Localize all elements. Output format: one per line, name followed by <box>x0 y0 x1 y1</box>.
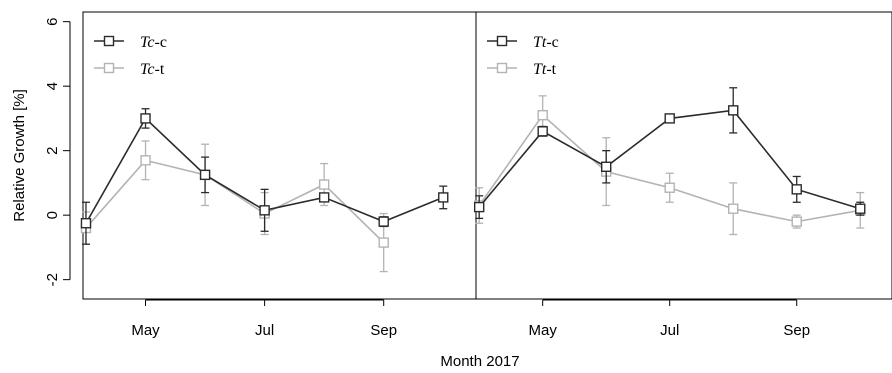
legend-label: Tt-t <box>533 61 557 78</box>
legend-label: Tc-t <box>140 61 165 78</box>
axes-layer: -2 0 2 4 6 Relative Growth [%] Month 2017 May Ju… <box>11 11 892 370</box>
legend-label: Tc-c <box>140 34 167 51</box>
data-point <box>318 192 330 203</box>
data-point <box>378 216 389 227</box>
data-point <box>318 179 330 190</box>
data-point <box>199 169 211 181</box>
x-axis-title: Month 2017 <box>440 353 519 370</box>
data-point <box>791 216 802 227</box>
series-line <box>85 159 385 244</box>
y-axis-title: Relative Growth [%] <box>11 89 28 222</box>
legend-marker <box>103 35 115 47</box>
y-tick-label: 2 <box>44 146 61 154</box>
data-point <box>728 105 739 116</box>
y-tick-label: 0 <box>44 211 61 219</box>
data-point <box>140 155 151 166</box>
data-point <box>537 109 548 121</box>
data-point <box>140 113 151 124</box>
x-tick-label: Sep <box>370 322 397 339</box>
data-point <box>791 184 802 195</box>
data-point <box>537 126 548 137</box>
data-point <box>473 201 485 213</box>
data-point <box>664 182 675 193</box>
legend-marker <box>496 62 508 74</box>
x-tick-label: Jul <box>660 322 679 339</box>
legend-layer: Tc-c Tc-t Tt-c Tt-t <box>94 34 559 78</box>
y-tick-label: 6 <box>44 18 61 26</box>
series-line <box>478 113 861 223</box>
legend-label: Tt-c <box>533 34 559 51</box>
data-point <box>600 161 612 172</box>
data-point <box>664 113 675 124</box>
x-tick-label: Sep <box>783 322 810 339</box>
series-tc-treatment <box>80 140 389 273</box>
y-tick-label: 4 <box>44 82 61 90</box>
legend-marker <box>103 62 115 74</box>
data-point <box>855 203 866 214</box>
legend-marker <box>496 35 508 47</box>
data-point <box>378 237 389 248</box>
data-point <box>80 218 92 229</box>
series-tc-control <box>80 108 449 245</box>
data-layer <box>80 87 866 273</box>
data-point <box>728 203 739 214</box>
data-point <box>438 192 449 203</box>
x-tick-label: May <box>529 322 558 339</box>
x-tick-label: Jul <box>255 322 274 339</box>
y-tick-label: -2 <box>44 273 61 286</box>
series-tt-control <box>473 87 866 220</box>
x-tick-label: May <box>131 322 160 339</box>
data-point <box>259 205 270 216</box>
panel-frame <box>475 11 892 300</box>
